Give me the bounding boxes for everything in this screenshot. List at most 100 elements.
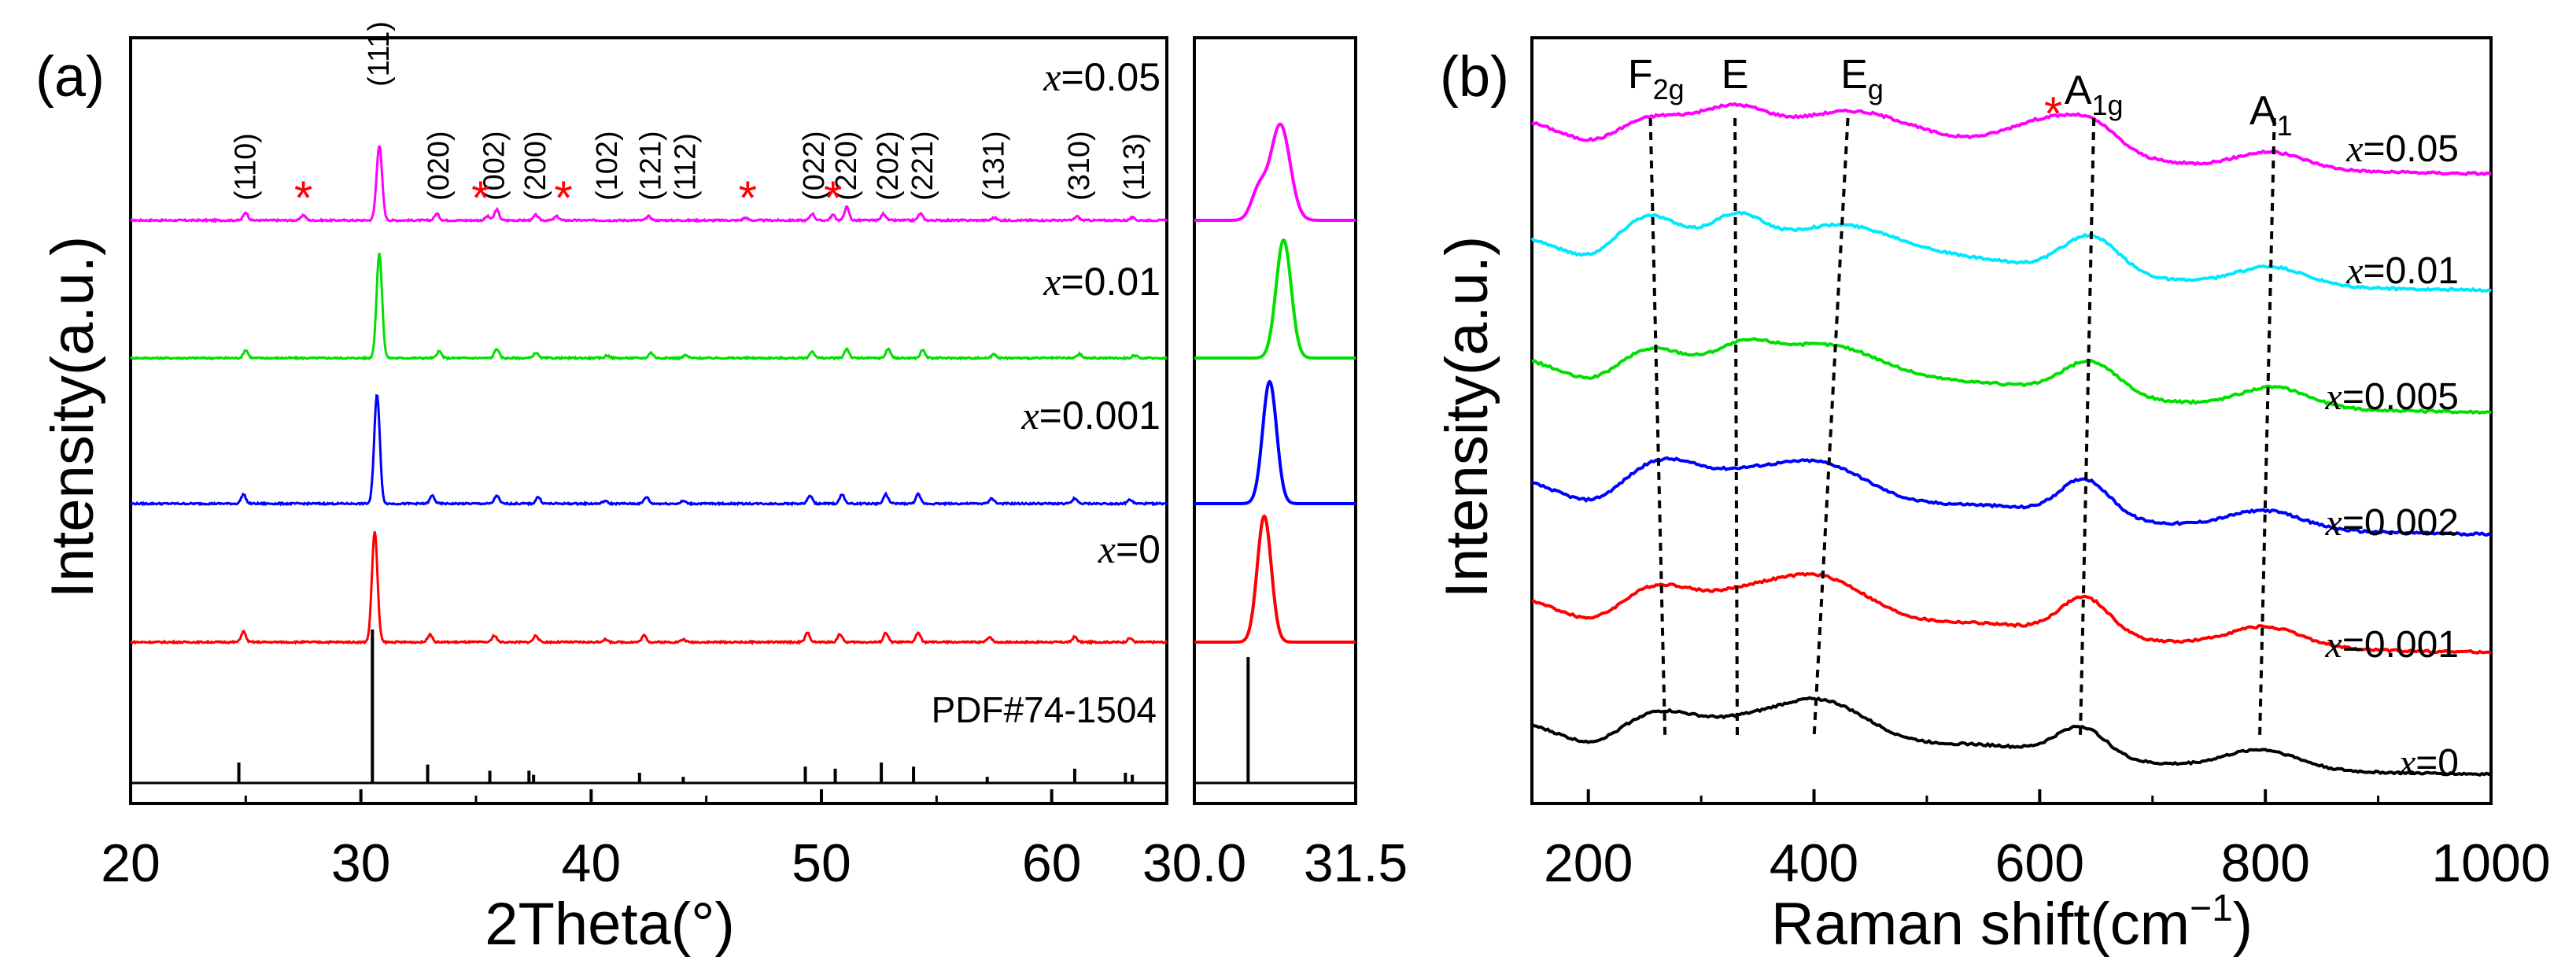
raman-series-line xyxy=(1530,696,2492,777)
raman-series-line xyxy=(1531,102,2492,176)
raman-x-tick-label: 800 xyxy=(2220,833,2309,893)
raman-guide-lines xyxy=(1648,117,2276,739)
mode-label-subscript: 2g xyxy=(1653,73,1685,105)
series-variable: x xyxy=(2325,502,2342,544)
raman-mode-label: A1 xyxy=(2249,88,2293,142)
raman-series-label: x=0 xyxy=(2398,742,2459,784)
xrd-x-tick-label: 50 xyxy=(792,833,851,893)
hkl-label: (113) xyxy=(1118,133,1151,201)
raman-series-label: x=0.001 xyxy=(2325,624,2459,666)
series-variable: x xyxy=(2345,250,2363,292)
raman-x-tick-label: 200 xyxy=(1544,833,1633,893)
zoom-frame xyxy=(1193,36,1357,805)
mode-label-subscript: 1 xyxy=(2277,109,2293,142)
raman-x-axis-title-sup: −1 xyxy=(2190,888,2233,929)
hkl-label: (112) xyxy=(669,133,702,201)
reference-label: PDF#74-1504 xyxy=(932,689,1157,730)
series-variable: x xyxy=(1043,260,1061,304)
impurity-star: * xyxy=(555,172,573,224)
raman-series-line xyxy=(1531,571,2492,655)
panel-label-a: (a) xyxy=(35,46,105,109)
raman-mode-labels: F2g E Eg A1g A1 xyxy=(1628,52,2293,142)
hkl-label: (200) xyxy=(519,131,552,201)
xrd-series-label: x=0.001 xyxy=(1020,393,1161,438)
hkl-label: (220) xyxy=(830,131,863,201)
raman-mode-label: Eg xyxy=(1840,52,1884,105)
series-value: =0.01 xyxy=(2364,250,2459,292)
zoom-x-tick-label: 30.0 xyxy=(1142,833,1246,893)
xrd-x-ticks: 20 30 40 50 60 xyxy=(101,789,1081,893)
mode-label-base: E xyxy=(1840,52,1868,98)
F2g-guide xyxy=(1648,117,1667,739)
impurity-star: * xyxy=(471,172,489,224)
hkl-label: (221) xyxy=(906,131,939,201)
series-value: =0.05 xyxy=(2364,128,2459,170)
hkl-label: (310) xyxy=(1063,131,1096,201)
hkl-label: (002) xyxy=(478,131,511,201)
series-value: =0.01 xyxy=(1061,260,1161,304)
zoom-x-ticks: 30.0 31.5 xyxy=(1142,789,1408,893)
hkl-label: (102) xyxy=(591,131,624,201)
raman-x-axis-title-main: Raman shift(cm xyxy=(1771,891,2190,958)
zoom-series-line xyxy=(1194,379,1356,505)
zoom-series xyxy=(1194,122,1356,785)
mode-label-base: A xyxy=(2249,88,2277,134)
impurity-markers: * * * * * xyxy=(294,172,842,224)
raman-series-line xyxy=(1530,210,2492,293)
reference-pattern xyxy=(131,630,1167,785)
hkl-label: (202) xyxy=(872,131,905,201)
series-variable: x xyxy=(2398,742,2415,784)
xrd-series-line xyxy=(129,253,1168,361)
xrd-x-tick-label: 20 xyxy=(101,833,161,893)
xrd-x-axis-title: 2Theta(°) xyxy=(485,891,735,958)
zoom-x-tick-label: 31.5 xyxy=(1304,833,1408,893)
xrd-x-tick-label: 40 xyxy=(562,833,622,893)
xrd-series xyxy=(129,145,1168,645)
mode-label-subscript: g xyxy=(1868,73,1884,105)
raman-series-label: x=0.002 xyxy=(2325,502,2459,544)
hkl-label: (131) xyxy=(978,131,1011,201)
series-value: =0.005 xyxy=(2342,376,2459,418)
zoom-series-line xyxy=(1194,514,1356,644)
raman-series-line xyxy=(1531,337,2492,415)
impurity-star: * xyxy=(739,172,757,224)
raman-frame xyxy=(1530,36,2493,805)
hkl-label: (022) xyxy=(798,131,831,201)
series-value: =0 xyxy=(2415,742,2459,784)
xrd-series-line xyxy=(130,145,1168,223)
impurity-star: * xyxy=(824,172,842,224)
A1g-guide xyxy=(2078,117,2096,739)
Eg-guide xyxy=(1812,117,1850,739)
xrd-series-label: x=0 xyxy=(1098,527,1161,571)
hkl-label: (121) xyxy=(634,131,667,201)
xrd-series-label: x=0.05 xyxy=(1043,55,1161,99)
raman-y-axis-title: Intensity(a.u.) xyxy=(1434,236,1500,598)
mode-label-base: A xyxy=(2065,68,2092,113)
hkl-labels: (110) (111) (020) (002) (200) (102) (121) (112)… xyxy=(229,21,1151,201)
series-variable: x xyxy=(2325,624,2342,666)
series-variable: x xyxy=(1098,527,1116,571)
xrd-frame xyxy=(129,36,1168,805)
series-value: =0.002 xyxy=(2342,502,2459,544)
impurity-star: * xyxy=(294,172,312,224)
raman-x-axis-title: Raman shift(cm−1) xyxy=(1771,888,2253,958)
series-variable: x xyxy=(2325,376,2342,418)
raman-x-tick-label: 400 xyxy=(1770,833,1858,893)
mode-label-base: F xyxy=(1628,52,1653,98)
series-variable: x xyxy=(1043,55,1061,99)
raman-series-label: x=0.05 xyxy=(2345,128,2459,170)
xrd-series-line xyxy=(130,531,1168,645)
E-guide xyxy=(1733,117,1740,739)
xrd-y-axis-title: Intensity(a.u.) xyxy=(39,236,106,598)
raman-mode-label: E xyxy=(1722,52,1749,98)
raman-series-line xyxy=(1531,456,2492,537)
series-variable: x xyxy=(2345,128,2363,170)
series-value: =0 xyxy=(1116,527,1161,571)
xrd-x-tick-label: 30 xyxy=(331,833,391,893)
raman-series-label: x=0.01 xyxy=(2345,250,2459,292)
raman-series-label: x=0.005 xyxy=(2325,376,2459,418)
hkl-label: (110) xyxy=(229,133,262,201)
